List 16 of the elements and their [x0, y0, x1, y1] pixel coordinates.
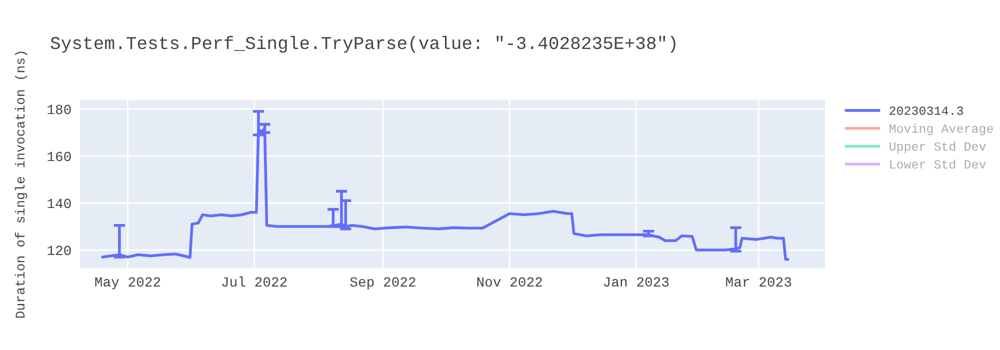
- chart-title: System.Tests.Perf_Single.TryParse(value: "-3.4028235E+38"): [50, 36, 676, 53]
- legend-label: Lower Std Dev: [890, 159, 986, 169]
- x-tick-label: Sep 2022: [350, 277, 416, 290]
- y-tick-label: 120: [48, 246, 71, 256]
- y-tick-label: 180: [48, 104, 71, 114]
- legend-label: 20230314.3: [890, 106, 963, 115]
- legend-label: Moving Average: [890, 124, 993, 136]
- x-tick-label: Jan 2023: [604, 277, 669, 287]
- x-tick-label: Mar 2023: [726, 277, 792, 287]
- x-tick-label: Nov 2022: [477, 277, 542, 287]
- y-tick-label: 140: [48, 198, 71, 208]
- x-tick-label: May 2022: [95, 277, 160, 290]
- legend-label: Upper Std Dev: [890, 142, 986, 154]
- y-tick-label: 160: [48, 152, 71, 162]
- y-axis-title: Duration of single invocation (ns): [14, 52, 28, 318]
- x-tick-label: Jul 2022: [222, 276, 287, 287]
